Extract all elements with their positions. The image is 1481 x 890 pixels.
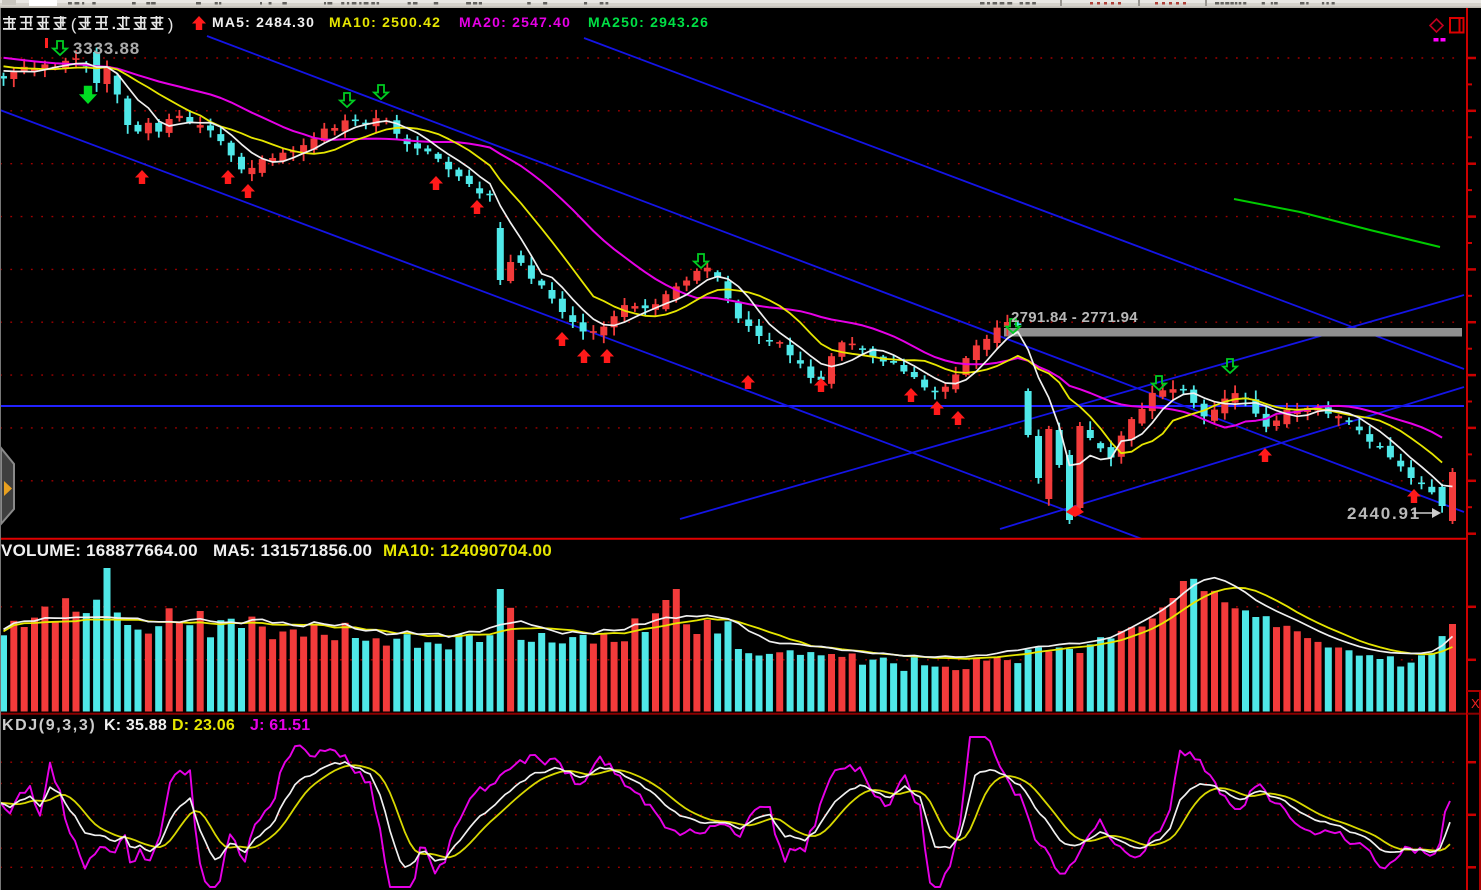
svg-text:3333.88: 3333.88 — [73, 39, 140, 58]
svg-text:D: 23.06: D: 23.06 — [172, 717, 235, 734]
svg-text:MA20: 2547.40: MA20: 2547.40 — [459, 14, 571, 30]
svg-text:MA250: 2943.26: MA250: 2943.26 — [588, 14, 709, 30]
svg-text:MA10: 124090704.00: MA10: 124090704.00 — [383, 541, 552, 560]
svg-text:MA5: 131571856.00: MA5: 131571856.00 — [213, 541, 372, 560]
svg-text:.: . — [112, 16, 116, 33]
svg-text:): ) — [168, 15, 174, 34]
svg-text:(: ( — [71, 15, 77, 34]
svg-text:2440.91: 2440.91 — [1347, 504, 1421, 523]
svg-text:X: X — [1471, 696, 1480, 711]
svg-text:MA10: 2500.42: MA10: 2500.42 — [329, 14, 441, 30]
svg-text:KDJ(9,3,3): KDJ(9,3,3) — [2, 717, 96, 734]
svg-text:VOLUME: 168877664.00: VOLUME: 168877664.00 — [1, 541, 198, 560]
svg-text:MA5: 2484.30: MA5: 2484.30 — [212, 14, 315, 30]
svg-text:J: 61.51: J: 61.51 — [250, 717, 310, 734]
svg-text:2791.84 - 2771.94: 2791.84 - 2771.94 — [1011, 309, 1138, 326]
svg-text:K: 35.88: K: 35.88 — [104, 717, 167, 734]
